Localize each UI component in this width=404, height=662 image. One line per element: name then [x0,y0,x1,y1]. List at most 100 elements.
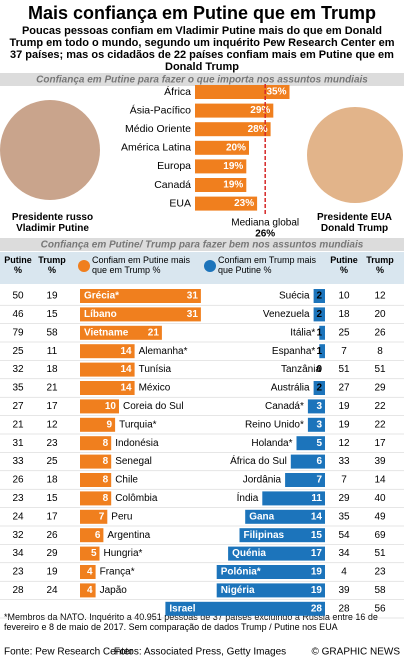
putine-value: 34 [12,548,24,559]
bar-value: 8 [103,438,109,449]
country-label: Peru [111,511,132,522]
trump-value: 20 [374,309,386,320]
bar-value: 17 [311,548,323,559]
putine-value: 39 [338,585,350,596]
bar [80,454,112,469]
bar-value: 7 [316,475,322,486]
photo-putine [0,100,100,200]
country-label: Japão [100,585,128,596]
photo-caption: Presidente russo Vladimir Putine [11,212,94,234]
trump-value: 56 [374,603,386,614]
bar [285,473,325,487]
bar-value: 19 [311,585,323,596]
country-label: Quénia [232,548,266,559]
trump-value: 12 [374,291,386,302]
bar [239,528,325,543]
value-label: 29% [250,105,270,116]
trump-value: 12 [46,419,58,430]
putine-value: 7 [341,475,347,486]
bar [80,381,135,395]
bar-value: 4 [87,567,93,578]
bar-value: 9 [107,419,113,430]
country-label: Suécia [279,291,310,302]
bar [80,289,201,303]
section-title: Confiança em Putine para fazer o que imp… [36,75,368,86]
putine-value: 10 [338,291,350,302]
legend-label: Confiam em Trump mais que Putine % [218,255,317,275]
bar [290,454,325,469]
trump-value: 8 [377,346,383,357]
putine-value: 23 [12,493,24,504]
bar [195,103,274,118]
trump-value: 15 [46,309,58,320]
trump-value: 25 [46,456,58,467]
country-label: Canadá* [265,401,304,412]
country-label: Espanha* [272,346,315,357]
trump-value: 26 [374,327,386,338]
bar-value: 19 [311,567,323,578]
country-label: Venezuela [263,309,310,320]
trump-value: 26 [46,530,58,541]
bar [216,565,325,579]
category-label: África [164,85,191,98]
value-label: 19% [223,180,243,191]
bar [80,473,112,487]
bar [307,417,325,432]
trump-value: 19 [46,567,58,578]
bar [80,509,108,524]
putine-value: 32 [12,364,24,375]
country-label: Chile [115,475,138,486]
putine-value: 19 [338,419,350,430]
trump-value: 39 [374,456,386,467]
bar [80,583,96,598]
bar [80,417,116,432]
country-label: Grécia* [84,291,119,302]
header-band [0,252,404,284]
column-header-box: Trump % [366,255,394,275]
country-label: Índia [237,491,259,504]
putine-value: 18 [338,309,350,320]
bar-value: 5 [316,438,322,449]
putine-value: 21 [12,419,24,430]
category-label: EUA [169,197,191,209]
bar [195,159,247,174]
median-label: Mediana global [231,217,299,228]
bar [165,601,325,616]
section-title: Confiança em Putine/ Trump para fazer be… [41,240,364,251]
bar-value: 6 [316,456,322,467]
bar [245,509,325,524]
column-header: Trump % [38,255,66,275]
caption-box: Presidente EUA Donald Trump [316,212,393,234]
bar [313,307,325,322]
trump-value: 24 [46,585,58,596]
trump-value: 29 [374,383,386,394]
trump-value: 23 [46,438,58,449]
bar [195,196,258,211]
value-label: 35% [266,87,286,98]
bar [80,436,112,451]
column-header: Putine % [330,255,358,275]
country-label: Líbano [84,309,117,320]
trump-value: 51 [374,364,386,375]
country-label: Gana [249,511,274,522]
putine-value: 50 [12,291,24,302]
bar-value: 2 [316,309,322,320]
subtitle-box: Poucas pessoas confiam em Vladimir Putin… [9,25,395,73]
putine-value: 46 [12,309,24,320]
country-label: Coreia do Sul [123,401,184,412]
subtitle: Poucas pessoas confiam em Vladimir Putin… [9,25,395,73]
category-label: Médio Oriente [125,123,191,135]
photo-caption: Presidente EUA Donald Trump [316,212,393,234]
country-label: Argentina [107,530,150,541]
source: Fotos: Associated Press, Getty Images [114,647,286,658]
legend-label-box: Confiam em Putine mais que em Trump % [92,255,190,275]
bar-value: 7 [99,511,105,522]
legend-swatch [78,260,90,272]
bar-value: 1 [316,346,322,357]
putine-value: 54 [338,530,350,541]
putine-value: 35 [338,511,350,522]
trump-value: 18 [46,364,58,375]
trump-value: 58 [46,327,58,338]
